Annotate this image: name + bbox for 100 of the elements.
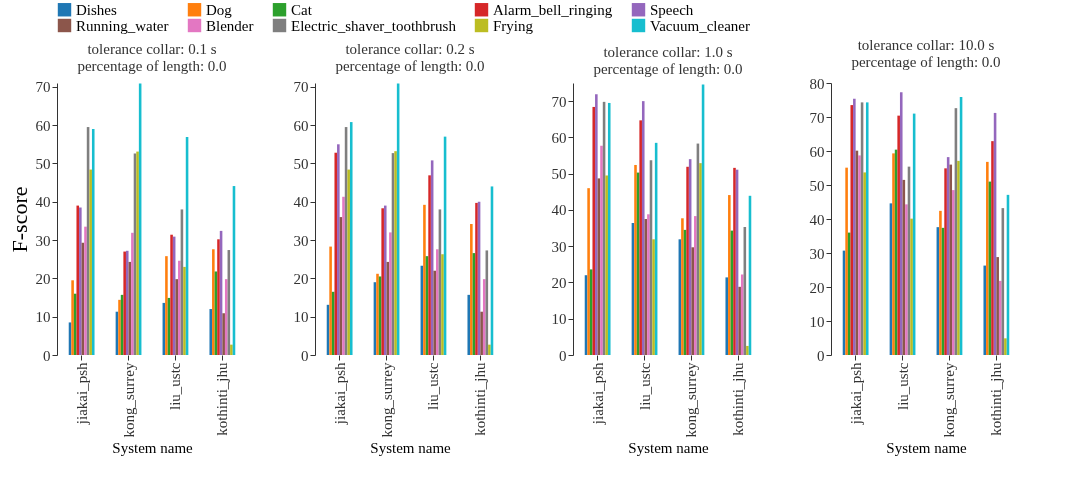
bar (740, 274, 744, 355)
x-tick-label: liu_ustc (425, 362, 442, 410)
legend-label: Dog (206, 1, 233, 18)
bar (488, 344, 491, 355)
y-tick-label: 0 (559, 347, 567, 364)
y-tick-label: 50 (551, 166, 567, 183)
bar (84, 226, 87, 355)
y-tick-label: 0 (43, 347, 51, 364)
bar (939, 210, 942, 355)
y-tick-label: 10 (809, 313, 825, 330)
x-tick-label: jiakai_psh (847, 362, 864, 426)
y-tick-label: 30 (293, 232, 309, 249)
bar (892, 153, 895, 355)
bar (337, 144, 340, 355)
y-tick-label: 50 (293, 155, 309, 172)
bar (224, 279, 228, 355)
bar (423, 204, 426, 355)
bar (686, 166, 689, 355)
bar (652, 239, 655, 355)
bar (998, 280, 1002, 355)
bar (480, 311, 483, 355)
x-tick-label: kong_surrey (378, 362, 395, 438)
y-tick-label: 40 (293, 194, 309, 211)
bar (639, 120, 642, 355)
y-tick-label: 70 (809, 109, 825, 126)
bar (592, 106, 596, 355)
y-tick-label: 60 (809, 143, 825, 160)
y-tick-label: 0 (301, 347, 309, 364)
x-axis-title: System name (628, 440, 710, 457)
bar (222, 313, 225, 355)
bar (349, 122, 353, 355)
legend-label: Blender (206, 17, 254, 34)
bar (905, 204, 908, 355)
y-tick-label: 60 (35, 117, 51, 134)
y-axis-title: F-score (6, 186, 32, 253)
x-tick-label: kong_surrey (120, 362, 137, 438)
bar (118, 299, 121, 355)
x-tick-label: kong_surrey (941, 362, 958, 438)
bar (482, 279, 486, 355)
bar (467, 294, 471, 355)
y-tick-label: 40 (809, 211, 825, 228)
x-tick-label: liu_ustc (894, 362, 911, 410)
bar (217, 239, 220, 355)
bar (691, 247, 695, 355)
y-tick-label: 30 (551, 238, 567, 255)
y-tick-label: 70 (551, 93, 567, 110)
bar (991, 141, 994, 355)
chart-title: tolerance collar: 10.0 s percentage of length: 0.0 (851, 37, 1001, 70)
bar (910, 218, 913, 355)
bar (230, 344, 233, 355)
bar (91, 128, 95, 355)
x-axis-title: System name (112, 440, 194, 457)
bar (436, 249, 439, 355)
x-tick-label: liu_ustc (167, 362, 184, 410)
y-tick-label: 40 (35, 194, 51, 211)
y-tick-label: 10 (293, 309, 309, 326)
bar (699, 163, 702, 355)
bar (212, 249, 215, 355)
bar (694, 216, 697, 355)
y-tick-label: 0 (817, 347, 825, 364)
bar (433, 270, 437, 355)
legend-label: Frying (493, 17, 534, 34)
bar (647, 214, 650, 355)
bar (957, 160, 960, 355)
bar (681, 218, 684, 355)
bar (865, 102, 869, 355)
chart-title: tolerance collar: 0.2 s percentage of length: 0.0 (335, 40, 485, 74)
y-tick-label: 50 (809, 177, 825, 194)
y-tick-label: 10 (551, 311, 567, 328)
bar (858, 155, 861, 355)
bar (600, 145, 603, 355)
bar (595, 94, 598, 355)
bar (342, 196, 345, 355)
legend-label: Running_water (76, 17, 169, 34)
y-tick-label: 40 (551, 202, 567, 219)
bar (944, 168, 947, 355)
x-axis-title: System name (886, 440, 968, 457)
legend-label: Alarm_bell_ringing (493, 1, 613, 18)
legend-label: Dishes (76, 1, 117, 18)
x-tick-label: jiakai_psh (589, 362, 606, 426)
bar (863, 172, 866, 355)
y-tick-label: 30 (809, 245, 825, 262)
bar (725, 277, 729, 355)
y-tick-label: 20 (809, 279, 825, 296)
bar (175, 279, 179, 355)
bar (996, 257, 999, 355)
x-tick-label: kothinti_jhu (988, 362, 1005, 436)
bar (986, 161, 989, 355)
legend-label: Electric_shaver_toothbrush (291, 17, 457, 34)
bar (1004, 338, 1007, 355)
x-tick-label: kong_surrey (683, 362, 700, 438)
bar (634, 164, 637, 355)
bar (738, 286, 741, 355)
y-tick-label: 30 (35, 232, 51, 249)
y-tick-label: 20 (293, 270, 309, 287)
y-tick-label: 60 (293, 117, 309, 134)
y-tick-label: 20 (551, 274, 567, 291)
bar (329, 246, 332, 355)
y-tick-label: 20 (35, 270, 51, 287)
bar (389, 232, 392, 355)
